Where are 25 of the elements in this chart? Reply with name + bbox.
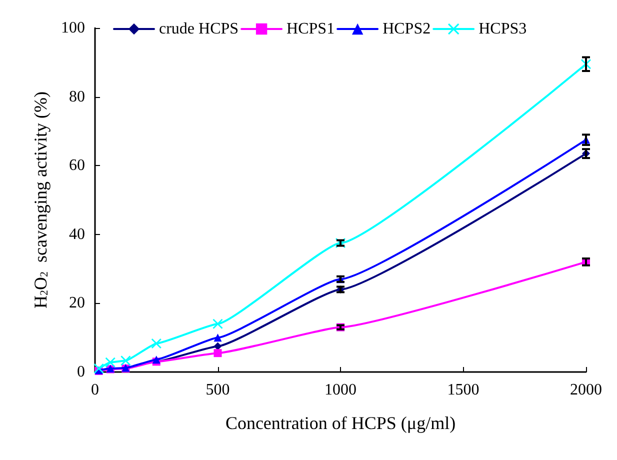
point [212,318,223,329]
legend-label: HCPS3 [478,20,527,38]
y-axis-title: H2O2 scavenging activity (%) [30,92,50,308]
y-tick-label: 0 [77,364,85,380]
point [105,357,116,368]
x-tick-label: 500 [206,382,230,398]
x-tick-label: 1000 [324,382,356,398]
y-tick-label: 40 [69,226,85,243]
legend-label: HCPS1 [286,20,335,38]
y-tick-label: 20 [69,294,85,312]
x-tick-label: 1500 [447,382,480,398]
legend-label: crude HCPS [159,20,239,38]
x-axis-title: Concentration of HCPS (μg/ml) [225,413,456,433]
x-tick-label: 2000 [570,382,602,398]
point [94,364,104,374]
point [214,342,222,350]
point [214,349,222,358]
y-tick-label: 100 [61,20,85,36]
point [151,338,162,348]
legend-label: HCPS2 [382,20,431,38]
y-tick-label: 80 [69,88,85,106]
point [120,356,131,366]
y-tick-label: 60 [69,157,85,174]
x-tick-label: 0 [91,382,99,398]
point [214,334,222,342]
